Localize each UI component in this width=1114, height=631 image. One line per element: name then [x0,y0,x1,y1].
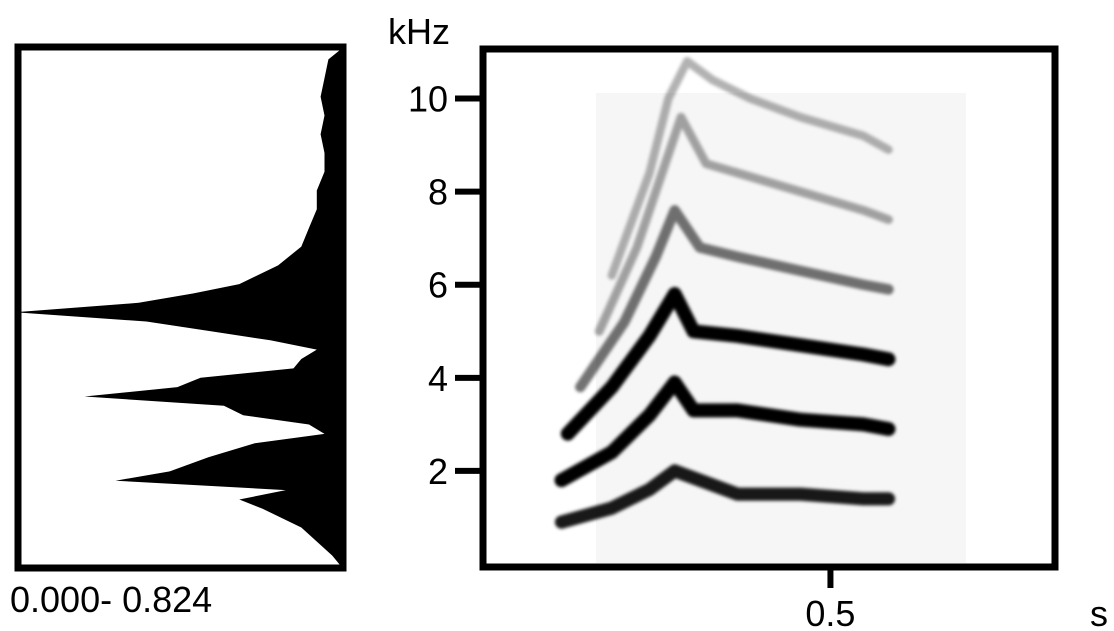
harmonic-trace [554,375,896,488]
y-tick-label: 4 [428,358,448,399]
y-tick-label: 6 [428,265,448,306]
x-axis-unit-label: s [1090,593,1108,631]
y-tick-label: 8 [428,172,448,213]
harmonic-trace [560,287,896,441]
spectrogram-panel: kHz 2 4 6 8 10 0.5 s [388,11,1108,631]
harmonic-trace [594,112,893,336]
harmonic-trace [554,464,896,529]
spectrum-panel: 0.000- 0.824 [10,43,347,620]
spectrum-frame [14,43,347,572]
x-axis-ticks: 0.5 [805,567,855,631]
spectrogram-frame [479,45,1059,571]
x-tick-label: 0.5 [805,593,855,631]
y-axis-ticks: 2 4 6 8 10 [408,79,483,492]
harmonics-group [554,57,896,529]
harmonic-trace [607,57,893,280]
y-tick-label: 2 [428,451,448,492]
spectrum-range-label: 0.000- 0.824 [10,579,212,620]
y-tick-label: 10 [408,79,448,120]
y-axis-unit-label: kHz [388,11,450,52]
harmonic-trace [575,205,894,393]
spectrum-area [14,50,341,565]
